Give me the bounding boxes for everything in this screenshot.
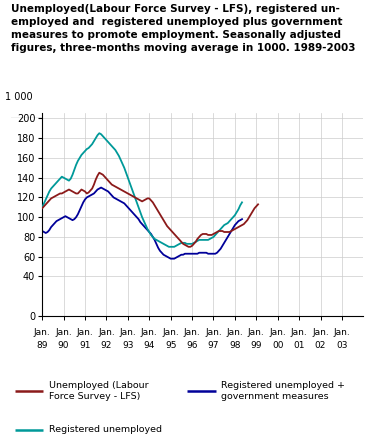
Text: 02: 02 — [315, 341, 326, 350]
Text: Jan.: Jan. — [205, 328, 222, 337]
Text: 93: 93 — [122, 341, 134, 350]
Text: Jan.: Jan. — [312, 328, 329, 337]
Text: Jan.: Jan. — [184, 328, 200, 337]
Text: 00: 00 — [272, 341, 283, 350]
Text: 91: 91 — [79, 341, 91, 350]
Text: 92: 92 — [101, 341, 112, 350]
Text: Jan.: Jan. — [120, 328, 136, 337]
Text: Jan.: Jan. — [34, 328, 51, 337]
Text: Jan.: Jan. — [226, 328, 243, 337]
Text: 89: 89 — [36, 341, 48, 350]
Text: 95: 95 — [165, 341, 177, 350]
Text: Unemployed(Labour Force Survey - LFS), registered un-
employed and  registered u: Unemployed(Labour Force Survey - LFS), r… — [11, 4, 356, 53]
Text: Jan.: Jan. — [77, 328, 93, 337]
Text: Jan.: Jan. — [291, 328, 308, 337]
Text: Jan.: Jan. — [248, 328, 265, 337]
Text: 1 000: 1 000 — [5, 93, 33, 102]
Text: 98: 98 — [229, 341, 241, 350]
Text: Jan.: Jan. — [98, 328, 115, 337]
Text: 94: 94 — [143, 341, 155, 350]
Text: 03: 03 — [336, 341, 348, 350]
Text: 96: 96 — [186, 341, 198, 350]
Text: 97: 97 — [208, 341, 219, 350]
Text: Registered unemployed: Registered unemployed — [49, 425, 162, 434]
Text: Jan.: Jan. — [269, 328, 286, 337]
Text: Unemployed (Labour
Force Survey - LFS): Unemployed (Labour Force Survey - LFS) — [49, 381, 148, 401]
Text: 99: 99 — [251, 341, 262, 350]
Text: Jan.: Jan. — [162, 328, 179, 337]
Text: Jan.: Jan. — [334, 328, 350, 337]
Text: Registered unemployed +
government measures: Registered unemployed + government measu… — [221, 381, 345, 401]
Text: 01: 01 — [293, 341, 305, 350]
Text: Jan.: Jan. — [141, 328, 157, 337]
Text: Jan.: Jan. — [55, 328, 72, 337]
Text: 90: 90 — [58, 341, 69, 350]
